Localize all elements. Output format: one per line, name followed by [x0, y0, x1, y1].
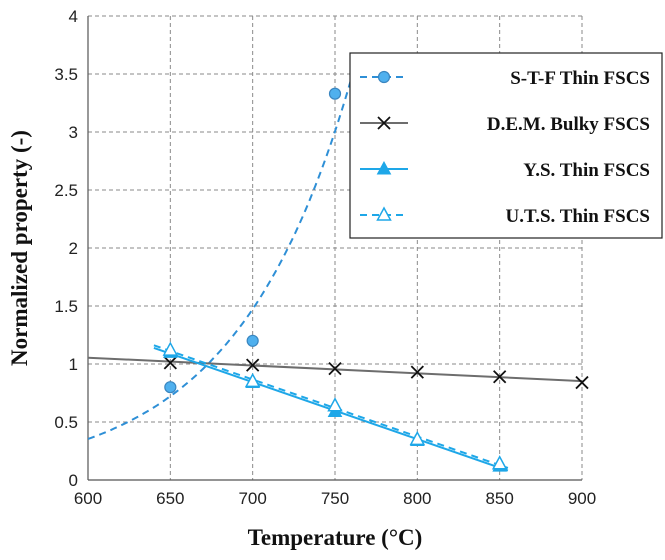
data-point: [244, 372, 261, 388]
legend-label: S-T-F Thin FSCS: [510, 68, 650, 89]
y-tick-label: 2.5: [54, 181, 78, 200]
y-tick-label: 1: [69, 355, 78, 374]
legend-entry: U.T.S. Thin FSCS: [360, 206, 650, 227]
x-tick-label: 750: [321, 489, 349, 508]
legend-marker: [377, 116, 391, 130]
data-point: [493, 370, 507, 384]
legend-entry: D.E.M. Bulky FSCS: [360, 114, 650, 135]
legend-box: [349, 52, 663, 239]
data-point: [328, 87, 342, 100]
data-point: [162, 341, 179, 356]
axes: [87, 16, 582, 481]
legend: S-T-F Thin FSCS D.E.M. Bulky FSCS Y.S. Thi…: [349, 52, 663, 239]
x-axis-title: Temperature (°C): [248, 525, 423, 550]
trendline: [88, 77, 353, 440]
legend-label: Y.S. Thin FSCS: [523, 160, 650, 181]
trendline: [153, 344, 509, 469]
x-tick-label: 900: [568, 489, 596, 508]
series-layer: [88, 77, 589, 472]
legend-entry: Y.S. Thin FSCS: [360, 160, 650, 181]
legend-label: D.E.M. Bulky FSCS: [487, 114, 650, 135]
x-tick-label: 700: [238, 489, 266, 508]
legend-label: U.T.S. Thin FSCS: [505, 206, 650, 227]
data-point: [409, 430, 426, 446]
data-point: [164, 381, 177, 394]
series-2: [88, 356, 589, 390]
series-4: [153, 341, 509, 470]
x-tick-label: 850: [485, 489, 513, 508]
tick-labels: 600 650 700 750 800 850 900 0 0.5 1 1.5 2 2.5 3 3.5 4: [54, 7, 596, 508]
data-point: [327, 397, 343, 412]
y-tick-label: 3: [69, 123, 78, 142]
x-tick-label: 600: [74, 489, 102, 508]
y-axis-title: Normalized property (-): [7, 130, 32, 366]
y-tick-label: 2: [69, 239, 78, 258]
series-1: [88, 77, 353, 440]
data-point: [410, 365, 424, 379]
legend-marker: [376, 160, 392, 175]
y-tick-label: 0: [69, 471, 78, 490]
legend-entry: S-T-F Thin FSCS: [360, 68, 650, 89]
data-point: [575, 375, 589, 390]
data-point: [246, 334, 259, 347]
x-tick-label: 650: [156, 489, 184, 508]
data-point: [163, 356, 177, 370]
data-point: [491, 455, 508, 470]
x-tick-label: 800: [403, 489, 431, 508]
y-tick-label: 3.5: [54, 65, 78, 84]
y-tick-label: 0.5: [54, 413, 78, 432]
data-point: [246, 358, 260, 372]
y-tick-label: 1.5: [54, 297, 78, 316]
legend-marker: [376, 206, 392, 221]
y-tick-label: 4: [69, 7, 78, 26]
legend-marker: [377, 70, 391, 84]
data-point: [328, 362, 342, 376]
